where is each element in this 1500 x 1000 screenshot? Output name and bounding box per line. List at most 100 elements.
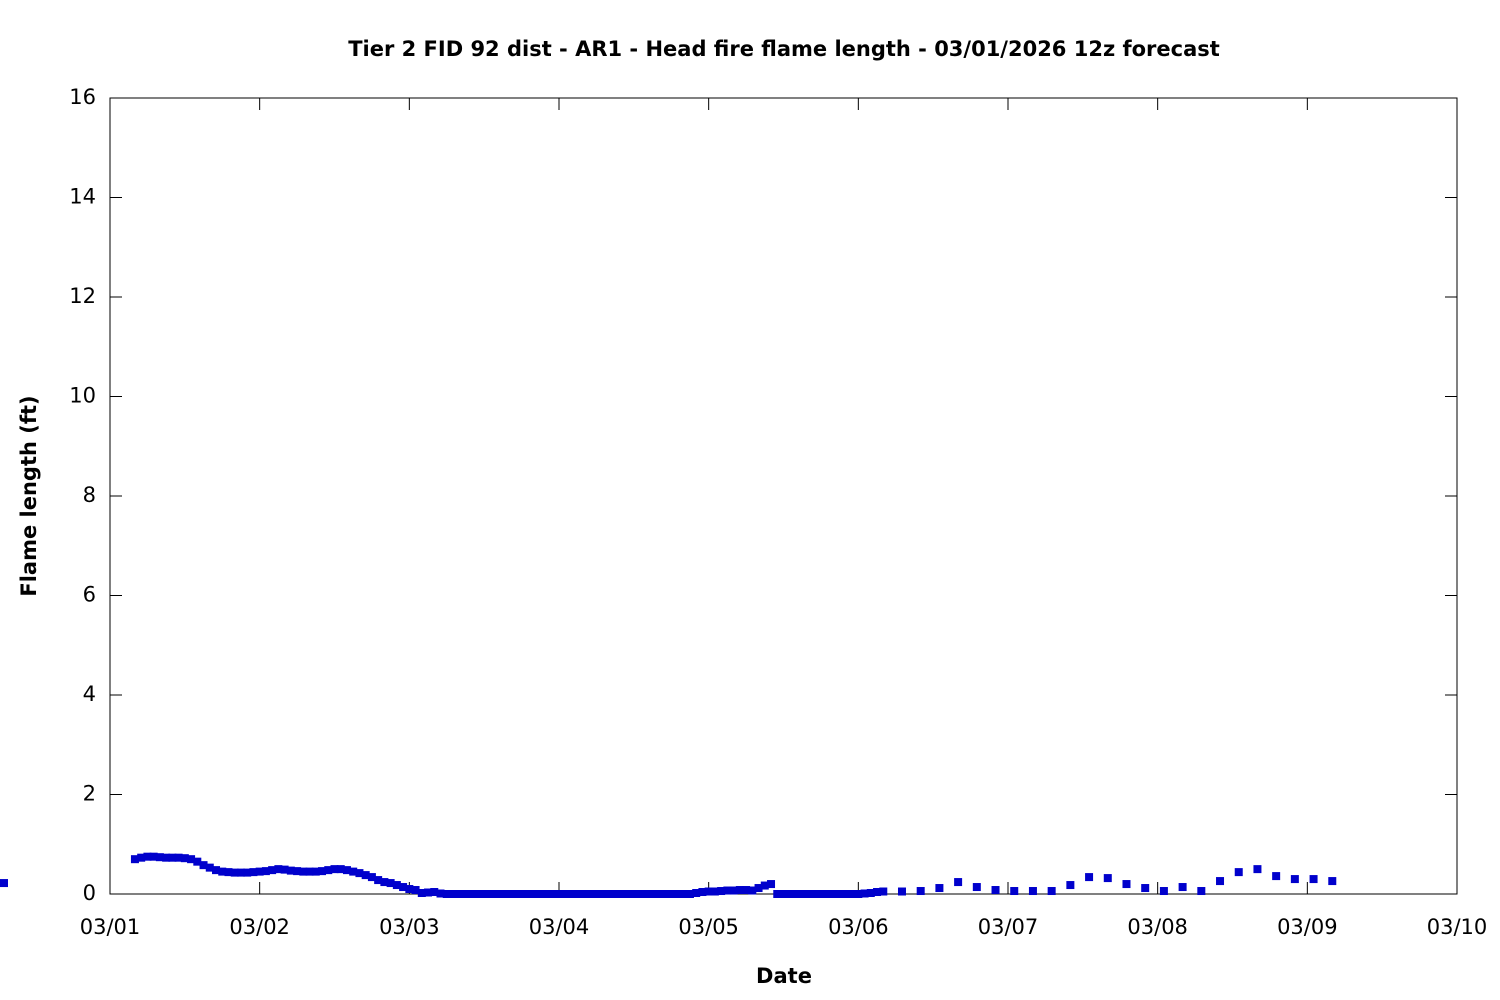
marker (199, 861, 208, 870)
marker (299, 867, 308, 876)
marker (0, 879, 8, 888)
marker (810, 890, 819, 898)
marker (785, 890, 794, 898)
marker (760, 881, 769, 890)
y-tick-label: 14 (69, 185, 96, 209)
marker (1141, 884, 1150, 893)
marker (972, 883, 981, 892)
marker (548, 890, 557, 898)
marker (212, 866, 221, 875)
marker (879, 887, 888, 896)
marker (492, 890, 501, 898)
marker (424, 888, 433, 897)
marker (155, 853, 164, 862)
marker (623, 890, 632, 898)
marker (1066, 881, 1075, 890)
marker (243, 868, 252, 877)
marker (1309, 875, 1318, 884)
y-tick-label: 4 (83, 682, 96, 706)
marker (717, 887, 726, 896)
marker (530, 890, 539, 898)
marker (268, 866, 277, 875)
marker (654, 890, 663, 898)
marker (523, 890, 532, 898)
marker (286, 866, 295, 875)
marker (1272, 872, 1281, 881)
y-tick-label: 6 (83, 583, 96, 607)
marker (829, 890, 838, 898)
marker (823, 890, 832, 898)
marker (162, 853, 171, 862)
marker (754, 884, 763, 893)
marker (218, 867, 227, 876)
marker (249, 868, 258, 877)
marker (661, 890, 670, 898)
marker (355, 869, 364, 878)
x-axis-label: Date (756, 964, 812, 988)
y-tick-label: 12 (69, 284, 96, 308)
marker (598, 890, 607, 898)
marker (467, 890, 476, 898)
y-tick-label: 8 (83, 483, 96, 507)
marker (236, 868, 245, 877)
marker (748, 886, 757, 895)
marker (293, 867, 302, 876)
marker (1028, 887, 1037, 896)
marker (816, 890, 825, 898)
marker (461, 890, 470, 898)
chart-title: Tier 2 FID 92 dist - AR1 - Head fire fla… (348, 37, 1220, 61)
marker (586, 890, 595, 898)
marker (935, 884, 944, 893)
marker (349, 867, 358, 876)
x-tick-label: 03/07 (978, 915, 1039, 939)
marker (336, 865, 345, 874)
marker (205, 863, 214, 872)
x-tick-label: 03/03 (379, 915, 440, 939)
marker (779, 890, 788, 898)
marker (729, 886, 738, 895)
x-tick-label: 03/05 (678, 915, 739, 939)
marker (498, 890, 507, 898)
marker (473, 890, 482, 898)
marker (430, 888, 439, 897)
marker (1234, 868, 1243, 877)
marker (174, 853, 183, 862)
marker (673, 890, 682, 898)
x-tick-label: 03/04 (529, 915, 590, 939)
y-tick-label: 10 (69, 384, 96, 408)
x-tick-label: 03/06 (828, 915, 889, 939)
marker (636, 890, 645, 898)
marker (848, 890, 857, 898)
marker (611, 890, 620, 898)
marker (617, 890, 626, 898)
marker (330, 865, 339, 874)
y-tick-label: 0 (83, 881, 96, 905)
marker (386, 879, 395, 888)
marker (798, 890, 807, 898)
marker (642, 890, 651, 898)
marker (773, 890, 782, 898)
marker (193, 857, 202, 866)
marker (542, 890, 551, 898)
marker (318, 867, 327, 876)
marker (629, 890, 638, 898)
marker (1159, 887, 1168, 896)
marker (704, 887, 713, 896)
marker (187, 855, 196, 864)
marker (342, 866, 351, 875)
marker (149, 852, 158, 861)
marker (305, 867, 314, 876)
y-tick-label: 16 (69, 85, 96, 109)
marker (897, 887, 906, 896)
marker (261, 867, 270, 876)
marker (1010, 887, 1019, 896)
marker (168, 853, 177, 862)
marker (1290, 875, 1299, 884)
marker (1197, 887, 1206, 896)
marker (311, 867, 320, 876)
marker (486, 890, 495, 898)
marker (374, 876, 383, 885)
y-tick-label: 2 (83, 782, 96, 806)
marker (367, 873, 376, 882)
x-tick-label: 03/09 (1277, 915, 1338, 939)
